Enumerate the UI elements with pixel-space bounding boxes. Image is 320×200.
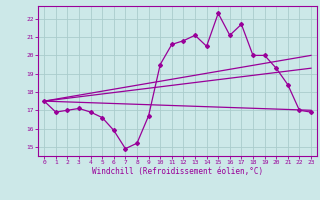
X-axis label: Windchill (Refroidissement éolien,°C): Windchill (Refroidissement éolien,°C) [92, 167, 263, 176]
